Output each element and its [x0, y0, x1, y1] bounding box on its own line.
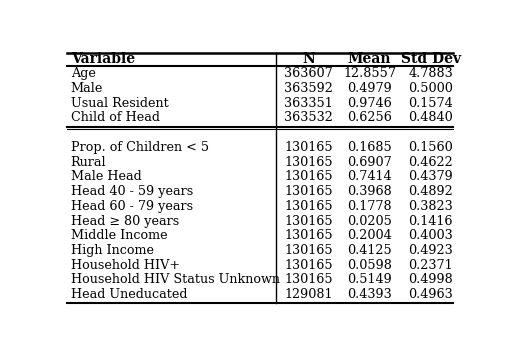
Text: High Income: High Income — [71, 244, 153, 257]
Text: 0.1574: 0.1574 — [408, 97, 453, 110]
Text: Head ≥ 80 years: Head ≥ 80 years — [71, 214, 179, 227]
Text: 130165: 130165 — [284, 200, 333, 213]
Text: 0.3823: 0.3823 — [408, 200, 453, 213]
Text: 0.4892: 0.4892 — [408, 185, 453, 198]
Text: 0.9746: 0.9746 — [347, 97, 392, 110]
Text: Child of Head: Child of Head — [71, 112, 160, 125]
Text: Usual Resident: Usual Resident — [71, 97, 168, 110]
Text: 130165: 130165 — [284, 244, 333, 257]
Text: Head 40 - 59 years: Head 40 - 59 years — [71, 185, 193, 198]
Text: Head 60 - 79 years: Head 60 - 79 years — [71, 200, 193, 213]
Text: 0.4379: 0.4379 — [408, 170, 453, 183]
Text: 0.4840: 0.4840 — [408, 112, 453, 125]
Text: 0.1560: 0.1560 — [408, 141, 453, 154]
Text: 130165: 130165 — [284, 229, 333, 242]
Text: Household HIV Status Unknown: Household HIV Status Unknown — [71, 273, 279, 286]
Text: 0.5000: 0.5000 — [408, 82, 453, 95]
Text: Std Dev: Std Dev — [401, 52, 461, 66]
Text: 129081: 129081 — [284, 288, 333, 301]
Text: 0.1685: 0.1685 — [347, 141, 392, 154]
Text: Male Head: Male Head — [71, 170, 141, 183]
Text: 0.1416: 0.1416 — [408, 214, 453, 227]
Text: 130165: 130165 — [284, 141, 333, 154]
Text: 0.4003: 0.4003 — [408, 229, 453, 242]
Text: 130165: 130165 — [284, 259, 333, 272]
Text: 0.7414: 0.7414 — [347, 170, 392, 183]
Text: 0.1778: 0.1778 — [347, 200, 392, 213]
Text: Household HIV+: Household HIV+ — [71, 259, 180, 272]
Text: 363351: 363351 — [284, 97, 333, 110]
Text: 363532: 363532 — [284, 112, 333, 125]
Text: 0.2371: 0.2371 — [408, 259, 453, 272]
Text: 0.2004: 0.2004 — [347, 229, 392, 242]
Text: Rural: Rural — [71, 156, 106, 169]
Text: 0.4393: 0.4393 — [347, 288, 392, 301]
Text: 0.4622: 0.4622 — [408, 156, 453, 169]
Text: Variable: Variable — [71, 52, 135, 66]
Text: Head Uneducated: Head Uneducated — [71, 288, 187, 301]
Text: 0.4125: 0.4125 — [347, 244, 392, 257]
Text: 0.5149: 0.5149 — [347, 273, 392, 286]
Text: 130165: 130165 — [284, 273, 333, 286]
Text: Middle Income: Middle Income — [71, 229, 167, 242]
Text: 12.8557: 12.8557 — [343, 67, 396, 80]
Text: 0.6907: 0.6907 — [347, 156, 392, 169]
Text: 4.7883: 4.7883 — [408, 67, 453, 80]
Text: 0.4998: 0.4998 — [408, 273, 453, 286]
Text: Prop. of Children < 5: Prop. of Children < 5 — [71, 141, 209, 154]
Text: 0.0598: 0.0598 — [347, 259, 392, 272]
Text: Mean: Mean — [348, 52, 391, 66]
Text: 363607: 363607 — [284, 67, 333, 80]
Text: 0.6256: 0.6256 — [347, 112, 392, 125]
Text: Age: Age — [71, 67, 96, 80]
Text: N: N — [302, 52, 315, 66]
Text: 0.4963: 0.4963 — [408, 288, 453, 301]
Text: 130165: 130165 — [284, 170, 333, 183]
Text: 0.4979: 0.4979 — [347, 82, 392, 95]
Text: 363592: 363592 — [284, 82, 333, 95]
Text: 130165: 130165 — [284, 214, 333, 227]
Text: 130165: 130165 — [284, 156, 333, 169]
Text: 0.4923: 0.4923 — [408, 244, 453, 257]
Text: 130165: 130165 — [284, 185, 333, 198]
Text: 0.3968: 0.3968 — [347, 185, 392, 198]
Text: 0.0205: 0.0205 — [347, 214, 392, 227]
Text: Male: Male — [71, 82, 103, 95]
